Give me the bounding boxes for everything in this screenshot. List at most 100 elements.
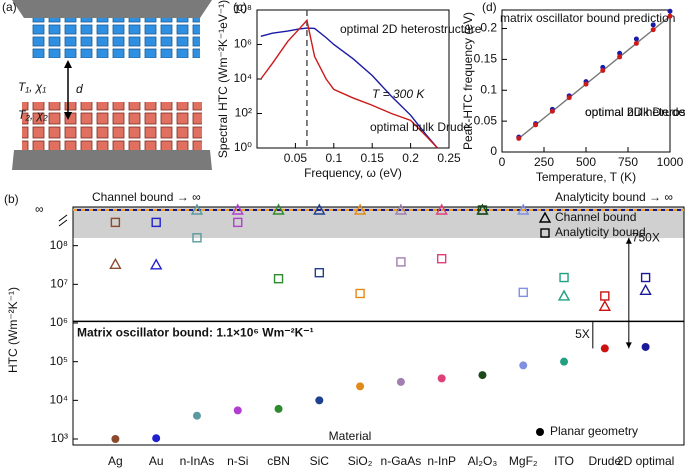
x-tick-label: 0 xyxy=(499,155,506,169)
data-point xyxy=(313,203,326,215)
data-point xyxy=(233,217,243,228)
y-tick-label: 0.05 xyxy=(474,113,498,127)
data-point xyxy=(315,396,324,405)
x-axis-label: Material xyxy=(329,429,372,443)
data-point xyxy=(151,217,161,228)
data-point xyxy=(600,291,610,301)
data-point xyxy=(274,404,283,413)
data-point xyxy=(600,68,606,74)
body-label: T₂, χ₂ xyxy=(18,108,48,122)
y-tick-label: 10⁸ xyxy=(234,2,252,16)
y-tick-label: 10² xyxy=(235,106,252,120)
data-point xyxy=(396,377,405,386)
y-tick-label: 10⁶ xyxy=(50,315,68,329)
gap-label: d xyxy=(76,82,83,96)
data-point xyxy=(639,283,652,296)
data-point xyxy=(356,382,365,391)
data-point xyxy=(633,36,639,42)
x-tick-label: n-InP xyxy=(427,454,456,468)
top-pillars xyxy=(30,18,200,58)
data-point xyxy=(519,361,528,370)
data-point xyxy=(640,272,651,283)
x-tick-label: SiO₂ xyxy=(348,454,373,468)
x-tick-label: 500 xyxy=(576,155,596,169)
data-point xyxy=(533,122,539,128)
data-point xyxy=(600,344,609,353)
legend-marker xyxy=(536,428,544,436)
x-axis-label: Frequency, ω (eV) xyxy=(304,166,402,180)
body-label: T₁, χ₁ xyxy=(18,80,46,94)
x-tick-label: 250 xyxy=(534,155,554,169)
y-axis-label: Spectral HTC (Wm⁻²K⁻¹eV⁻¹) xyxy=(216,0,230,158)
data-point xyxy=(478,371,487,380)
y-tick-label: ∞ xyxy=(35,202,44,216)
y-tick-label: 10⁸ xyxy=(50,238,68,252)
y-tick-label: 10⁴ xyxy=(233,71,252,85)
x-tick-label: 0.05 xyxy=(284,151,308,165)
y-tick-label: 10⁰ xyxy=(234,140,252,154)
arrow-head xyxy=(64,60,72,68)
data-point xyxy=(314,267,325,278)
x-tick-label: MgF₂ xyxy=(509,454,538,468)
bound-label: Matrix oscillator bound: 1.1×10⁶ Wm⁻²K⁻¹ xyxy=(77,326,314,340)
data-point xyxy=(233,406,242,415)
series-label: matrix oscillator bound prediction xyxy=(500,11,675,25)
data-point xyxy=(396,257,406,267)
ratio-label: 750X xyxy=(632,230,660,244)
y-tick-label: 10⁵ xyxy=(50,354,68,368)
y-tick-label: 10³ xyxy=(51,431,68,445)
series-line xyxy=(260,18,438,149)
y-tick-label: 10⁴ xyxy=(49,393,68,407)
top-slab xyxy=(12,0,212,18)
x-tick-label: 750 xyxy=(618,155,638,169)
data-point xyxy=(516,135,522,141)
x-axis-label: Temperature, T (K) xyxy=(536,170,636,184)
panel-label: (d) xyxy=(482,0,497,14)
infinity-band xyxy=(73,207,684,238)
legend-label: Planar geometry xyxy=(550,424,638,438)
y-tick-label: 10⁶ xyxy=(234,37,252,51)
x-tick-label: Au xyxy=(149,454,164,468)
y-tick-label: 10⁷ xyxy=(50,277,68,291)
y-tick-label: 0.1 xyxy=(480,82,497,96)
panel-label: (a) xyxy=(2,0,17,14)
data-point xyxy=(111,435,120,444)
data-point xyxy=(667,8,673,14)
data-point xyxy=(560,357,569,366)
x-tick-label: Drude xyxy=(588,454,621,468)
series-label: optimal 2D heterostructure xyxy=(340,22,482,36)
x-tick-label: n-GaAs xyxy=(381,454,422,468)
data-point xyxy=(559,272,569,283)
data-point xyxy=(518,287,528,298)
bottom-slab xyxy=(12,150,212,170)
data-point xyxy=(272,203,285,215)
data-point xyxy=(149,258,163,270)
x-tick-label: 0.2 xyxy=(402,151,419,165)
arrow-head xyxy=(625,342,632,349)
y-tick-label: 0.2 xyxy=(480,21,497,35)
x-tick-label: 1000 xyxy=(657,155,684,169)
x-tick-label: 0.15 xyxy=(361,151,385,165)
legend-marker xyxy=(540,228,550,238)
x-tick-label: SiC xyxy=(310,454,330,468)
x-tick-label: n-InAs xyxy=(180,454,215,468)
data-point xyxy=(273,273,284,284)
x-tick-label: ITO xyxy=(554,454,574,468)
series-label: optimal bulk Drude xyxy=(370,120,470,134)
x-tick-label: Al₂O₃ xyxy=(468,454,498,468)
x-tick-label: n-Si xyxy=(227,454,248,468)
series-label: optimal 2D heterostructure xyxy=(585,105,685,119)
data-point xyxy=(549,108,555,114)
panel-label: (c) xyxy=(233,0,247,14)
x-tick-label: Ag xyxy=(108,454,123,468)
data-point xyxy=(477,205,488,215)
x-tick-label: 0.1 xyxy=(325,151,342,165)
data-point xyxy=(394,203,408,215)
legend-marker xyxy=(538,211,552,223)
data-point xyxy=(557,289,571,301)
data-point xyxy=(109,257,122,269)
ratio-label: 5X xyxy=(575,327,590,341)
data-point xyxy=(435,203,448,215)
series-line xyxy=(260,27,439,149)
